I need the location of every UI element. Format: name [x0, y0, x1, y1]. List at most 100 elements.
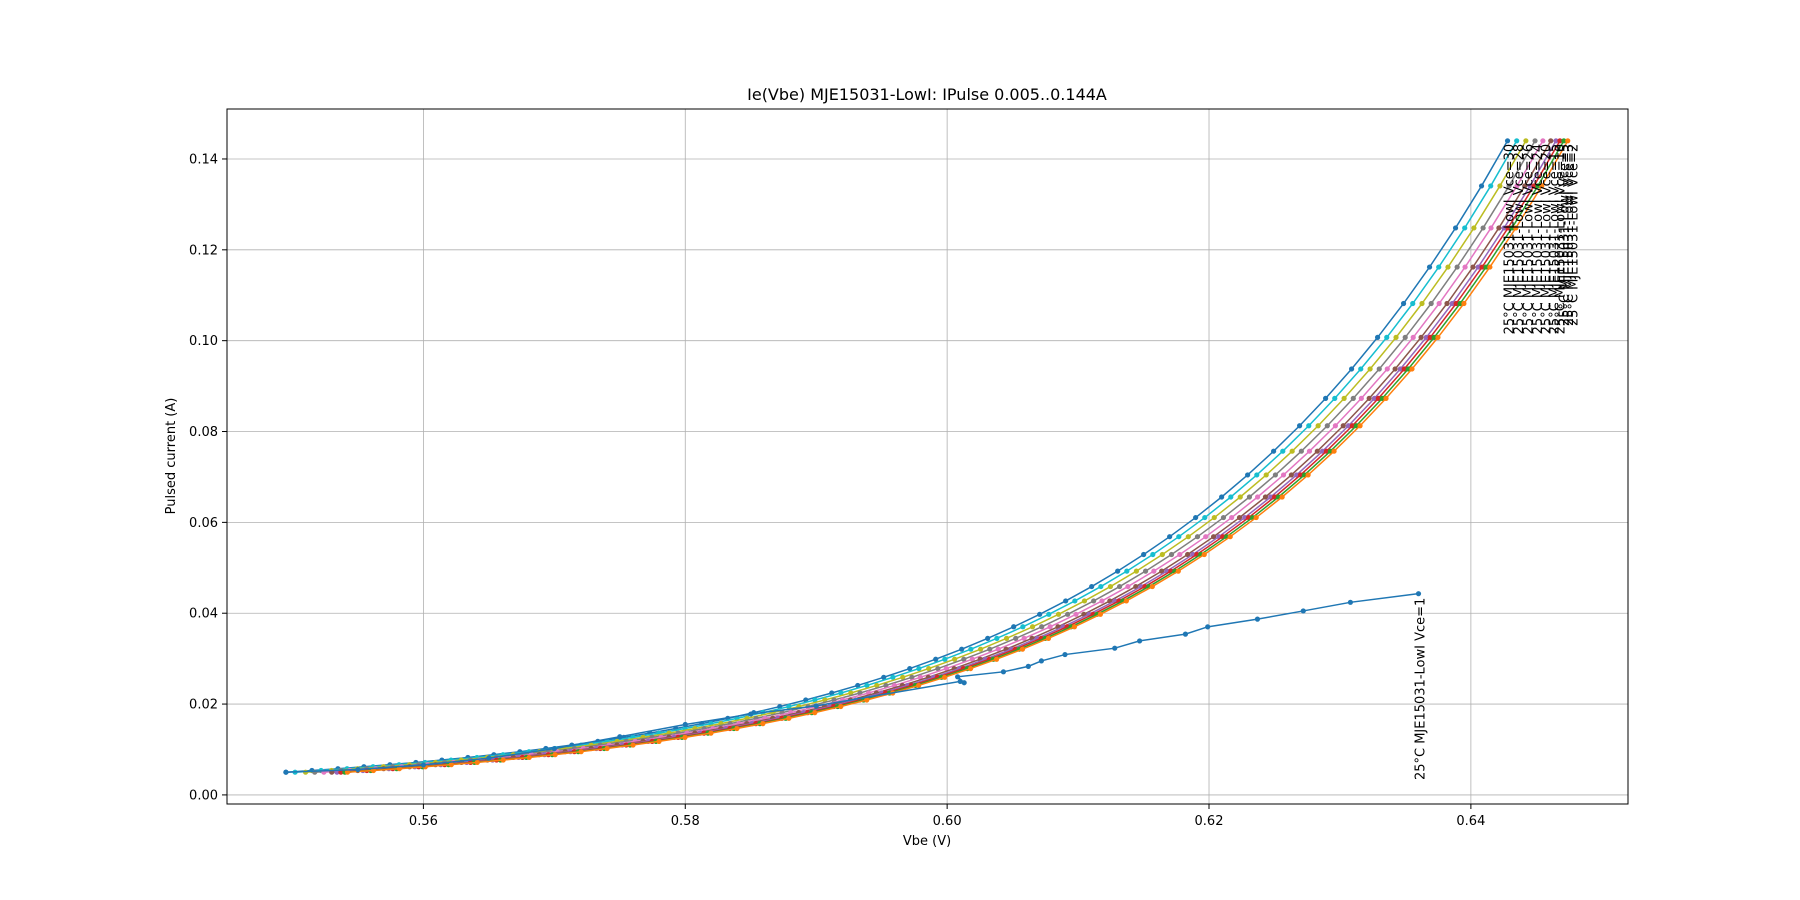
data-point: [907, 665, 913, 672]
data-point: [1306, 448, 1313, 454]
series-layer: [283, 138, 1571, 775]
data-point: [838, 703, 844, 710]
data-point: [1358, 395, 1364, 401]
data-point: [1405, 366, 1411, 372]
data-point: [1202, 514, 1208, 521]
data-point: [1205, 624, 1211, 630]
series-line: [285, 140, 1509, 773]
data-point: [526, 754, 532, 761]
data-point: [1353, 423, 1359, 429]
data-point: [1003, 635, 1010, 641]
data-point: [1185, 534, 1191, 540]
series-label: 25°C MJE15031-LowI Vce=28: [1512, 144, 1527, 335]
data-point: [1345, 423, 1352, 429]
data-point: [987, 646, 993, 652]
data-point: [1409, 366, 1415, 372]
data-point: [1253, 514, 1259, 521]
data-point: [682, 734, 688, 740]
data-point: [1319, 448, 1326, 454]
data-point: [760, 721, 766, 727]
data-point: [1445, 264, 1451, 270]
data-point: [1449, 300, 1455, 307]
data-point: [1263, 472, 1269, 478]
data-point: [1397, 366, 1403, 372]
series-label: 25°C MJE15031-LowI Vce=15: [1548, 144, 1563, 335]
data-point: [448, 762, 454, 768]
data-point: [1194, 534, 1201, 540]
series-label: 25°C MJE15031-LowI Vce=5: [1558, 144, 1573, 326]
data-point: [1227, 534, 1233, 540]
series-vce1: [283, 591, 1422, 775]
data-point: [1323, 448, 1330, 454]
data-point: [933, 656, 939, 662]
data-point: [848, 690, 854, 696]
data-point: [1514, 138, 1520, 144]
series-label: 25°C MJE15031-LowI Vce=10: [1553, 144, 1568, 335]
data-point: [1062, 651, 1068, 658]
data-point: [1133, 583, 1139, 590]
data-point: [1177, 551, 1183, 558]
data-point: [1305, 472, 1311, 478]
data-point: [1262, 494, 1269, 500]
data-point: [985, 635, 991, 641]
data-point: [1159, 568, 1165, 574]
data-point: [1532, 138, 1538, 144]
data-point: [617, 734, 623, 740]
data-point: [1496, 225, 1502, 231]
data-point: [1081, 598, 1088, 604]
y-tick-label: 0.14: [189, 152, 218, 167]
data-point: [1324, 423, 1330, 429]
data-point: [1513, 225, 1519, 231]
data-point: [943, 665, 949, 672]
data-point: [1185, 551, 1191, 558]
data-point: [993, 656, 1000, 662]
data-point: [1037, 611, 1043, 617]
data-point: [1410, 300, 1416, 307]
series-label: 25°C MJE15031-LowI Vce=24: [1531, 144, 1546, 335]
series-label-vce1: 25°C MJE15031-LowI Vce=1: [1414, 598, 1429, 780]
data-point: [1475, 264, 1481, 270]
data-point: [881, 674, 887, 680]
data-point: [1462, 264, 1468, 270]
data-point: [1280, 448, 1286, 454]
data-point: [994, 635, 1000, 641]
data-point: [1149, 583, 1155, 590]
data-point: [1557, 138, 1563, 144]
data-point: [1099, 598, 1105, 604]
data-point: [1203, 534, 1209, 540]
data-point: [1219, 494, 1225, 500]
x-tick-label: 0.60: [933, 814, 962, 829]
series-label: 25°C MJE15031-LowI Vce=2: [1566, 144, 1581, 326]
data-point: [909, 674, 915, 680]
data-point: [1063, 598, 1069, 604]
data-point: [283, 769, 289, 775]
data-point: [1159, 551, 1165, 558]
data-point: [978, 646, 984, 652]
data-point: [1211, 514, 1217, 521]
data-point: [1229, 514, 1235, 521]
data-point: [969, 656, 975, 662]
data-point: [1431, 334, 1437, 340]
grid: [227, 109, 1628, 804]
data-point: [916, 682, 922, 689]
data-point: [1428, 300, 1434, 307]
data-point: [1453, 300, 1459, 307]
series-line: [285, 592, 1419, 773]
data-point: [355, 766, 361, 773]
data-point: [864, 697, 870, 703]
data-point: [1331, 448, 1337, 454]
data-point: [1410, 334, 1416, 340]
data-point: [1201, 551, 1207, 558]
data-point: [1444, 300, 1450, 307]
data-point: [1046, 611, 1052, 617]
data-point: [1501, 225, 1507, 231]
series-label: 25°C MJE15031-LowI Vce=20: [1540, 144, 1555, 335]
series-7: [338, 138, 1563, 775]
data-point: [1237, 494, 1243, 500]
data-point: [812, 697, 818, 703]
data-point: [916, 665, 922, 672]
data-point: [1314, 448, 1320, 454]
y-tick-label: 0.02: [189, 698, 218, 713]
data-point: [1091, 598, 1097, 604]
